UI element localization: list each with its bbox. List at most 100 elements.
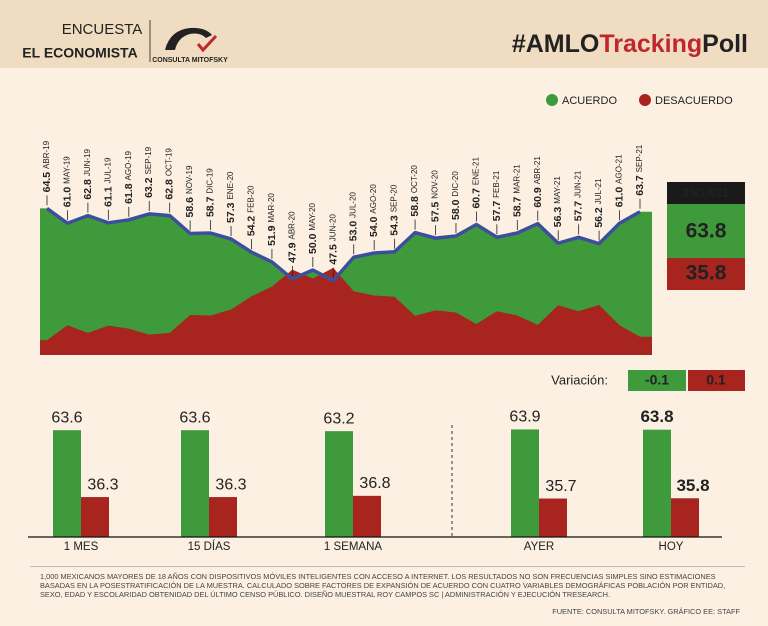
- point-value: 57.5: [429, 202, 441, 223]
- point-label: 57.7 JUN-21: [572, 170, 584, 221]
- point-label: 58.0 DIC-20: [450, 171, 462, 220]
- point-value: 60.9: [532, 187, 544, 208]
- category-label: HOY: [659, 541, 684, 553]
- point-category: OCT-20: [410, 165, 419, 194]
- point-value: 63.2: [143, 177, 155, 198]
- variation-box: [688, 370, 745, 391]
- point-category: AGO-21: [615, 154, 624, 184]
- point-category: DIC-19: [206, 168, 215, 194]
- source: FUENTE: CONSULTA MITOFSKY. GRÁFICO EE: S…: [552, 607, 740, 616]
- point-label: 54.3 SEP-20: [388, 184, 400, 236]
- logo-text: CONSULTA MITOFSKY: [152, 57, 228, 64]
- point-value: 58.6: [184, 197, 196, 218]
- bar: [671, 498, 699, 537]
- point-value: 54.2: [245, 216, 257, 237]
- bar-value: 36.8: [359, 475, 390, 492]
- bar: [353, 495, 381, 537]
- point-label: 61.0 AGO-21: [613, 154, 625, 207]
- point-category: SEP-20: [390, 184, 399, 212]
- point-value: 56.2: [593, 207, 605, 228]
- point-value: 61.0: [61, 187, 73, 208]
- point-category: NOV-20: [431, 170, 440, 199]
- point-value: 58.7: [204, 196, 216, 217]
- bar: [511, 429, 539, 537]
- point-category: ENE-21: [472, 157, 481, 186]
- point-value: 63.7: [634, 175, 646, 196]
- point-label: 47.9 ABR-20: [286, 211, 298, 263]
- newspaper-label: EL ECONOMISTA: [22, 45, 137, 61]
- bar: [325, 431, 353, 537]
- point-category: NOV-19: [185, 165, 194, 194]
- point-value: 54.0: [368, 216, 380, 237]
- point-value: 56.3: [552, 207, 564, 228]
- survey-label: ENCUESTA: [62, 21, 143, 38]
- hashtag-middle: Tracking: [599, 30, 702, 58]
- point-label: 54.2 FEB-20: [245, 185, 257, 236]
- area: [40, 267, 652, 355]
- point-label: 62.8 JUN-19: [82, 148, 94, 199]
- point-value: 58.0: [450, 199, 462, 220]
- bar: [643, 429, 671, 537]
- point-category: DIC-20: [451, 171, 460, 197]
- point-value: 50.0: [307, 233, 319, 254]
- hashtag-start: #AMLO: [512, 30, 600, 58]
- bar-value: 35.8: [676, 476, 709, 495]
- logo-check: [196, 34, 218, 53]
- point-value: 57.7: [572, 201, 584, 222]
- point-category: ABR-19: [42, 140, 51, 169]
- point-label: 61.8 AGO-19: [123, 151, 135, 204]
- bar: [53, 430, 81, 537]
- point-value: 57.7: [491, 201, 503, 222]
- variation-value: 0.1: [706, 372, 726, 388]
- point-value: 62.8: [82, 179, 94, 200]
- point-label: 47.5 JUN-20: [327, 214, 339, 265]
- point-value: 54.3: [388, 215, 400, 236]
- point-label: 58.7 DIC-19: [204, 168, 216, 217]
- bar-value: 63.2: [323, 410, 354, 427]
- point-label: 58.8 OCT-20: [409, 165, 421, 217]
- point-value: 47.9: [286, 242, 298, 263]
- bar-value: 63.6: [179, 409, 210, 426]
- point-label: 56.2 JUL-21: [593, 178, 605, 228]
- latest-value: 63.8: [686, 220, 727, 243]
- point-category: ABR-21: [533, 156, 542, 185]
- point-category: ABR-20: [287, 211, 296, 240]
- line: [45, 206, 641, 283]
- point-value: 58.8: [409, 196, 421, 217]
- point-category: SEP-21: [635, 144, 644, 172]
- point-label: 62.8 OCT-19: [163, 148, 175, 200]
- point-label: 64.5 ABR-19: [41, 140, 53, 192]
- hashtag-end: Poll: [702, 30, 748, 58]
- point-label: 63.2 SEP-19: [143, 146, 155, 198]
- latest-box: [667, 258, 745, 290]
- footnote: 1,000 MEXICANOS MAYORES DE 18 AÑOS CON D…: [40, 572, 726, 599]
- point-category: JUL-20: [349, 191, 358, 217]
- point-value: 61.8: [123, 183, 135, 204]
- category-label: AYER: [524, 541, 554, 553]
- point-label: 57.3 ENE-20: [225, 171, 237, 223]
- point-category: FEB-20: [247, 185, 256, 213]
- latest-box: [667, 204, 745, 258]
- point-category: MAY-19: [63, 156, 72, 184]
- point-label: 61.0 MAY-19: [61, 156, 73, 208]
- category-label: 1 SEMANA: [324, 541, 382, 553]
- point-value: 53.0: [348, 221, 360, 242]
- point-category: MAR-21: [512, 164, 521, 194]
- point-label: 51.9 MAR-20: [266, 193, 278, 246]
- point-value: 64.5: [41, 172, 53, 193]
- point-value: 57.3: [225, 202, 237, 223]
- legend-label: DESACUERDO: [655, 95, 733, 107]
- point-label: 60.7 ENE-21: [470, 157, 482, 209]
- point-category: JUN-19: [83, 148, 92, 176]
- footer-rule: [30, 566, 745, 567]
- point-label: 56.3 MAY-21: [552, 176, 564, 228]
- point-label: 57.7 FEB-21: [491, 170, 503, 221]
- point-category: JUN-20: [328, 214, 337, 242]
- point-category: JUL-21: [594, 178, 603, 204]
- point-label: 60.9 ABR-21: [532, 156, 544, 208]
- bar: [81, 497, 109, 537]
- variation-box: [628, 370, 686, 391]
- point-label: 54.0 AGO-20: [368, 184, 380, 237]
